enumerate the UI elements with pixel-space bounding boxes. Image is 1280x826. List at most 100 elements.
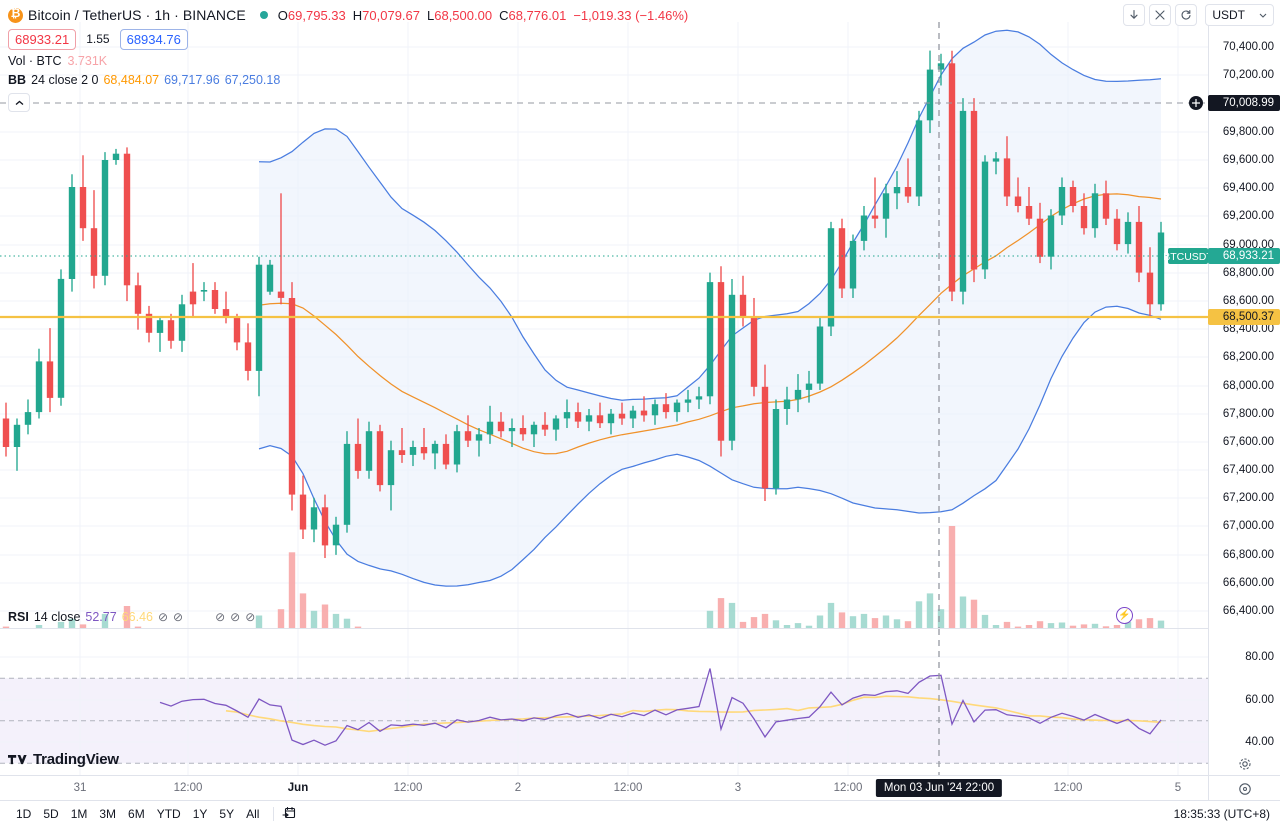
order-price-badge[interactable]: 68,500.37: [1208, 309, 1280, 325]
range-button-1d[interactable]: 1D: [16, 806, 32, 821]
range-button-5y[interactable]: 5Y: [219, 806, 235, 821]
price-axis-tick: 67,600.00: [1222, 436, 1274, 448]
bb-lower-value: 67,250.18: [224, 72, 281, 87]
time-axis-tick: 12:00: [833, 782, 863, 794]
volume-title: Vol · BTC: [8, 53, 62, 68]
time-axis-tick: Jun: [287, 782, 309, 794]
high-value: 70,079.67: [362, 7, 420, 23]
price-axis-tick: 67,800.00: [1222, 408, 1274, 420]
spread-value: 1.55: [86, 32, 110, 46]
range-button-6m[interactable]: 6M: [128, 806, 145, 821]
price-axis-settings[interactable]: [1209, 757, 1280, 771]
compress-icon[interactable]: [1149, 4, 1172, 26]
price-axis-tick: 66,400.00: [1222, 605, 1274, 617]
rsi-pane[interactable]: [0, 629, 1208, 775]
price-axis-tick: 69,200.00: [1222, 210, 1274, 222]
last-price-badge[interactable]: 68,933.21: [1208, 248, 1280, 264]
time-axis-tick: 31: [73, 782, 87, 794]
time-axis-tick: 12:00: [613, 782, 643, 794]
eye-off-icon[interactable]: ⊘: [230, 610, 241, 624]
lightning-icon[interactable]: ⚡: [1116, 607, 1133, 624]
legend-volume-row[interactable]: Vol · BTC 3.731K: [8, 51, 1152, 70]
symbol-title[interactable]: Bitcoin / TetherUS · 1h · BINANCE: [28, 7, 246, 23]
rsi-chart-svg[interactable]: [0, 629, 1208, 775]
bb-params: 24 close 2 0: [31, 72, 99, 87]
rsi-title: RSI: [8, 610, 29, 624]
range-button-1y[interactable]: 1Y: [192, 806, 208, 821]
time-axis-settings[interactable]: [1208, 776, 1280, 801]
rsi-axis-tick: 60.00: [1245, 694, 1274, 706]
price-axis-tick: 68,000.00: [1222, 380, 1274, 392]
price-axis-tick: 68,600.00: [1222, 295, 1274, 307]
price-axis-tick: 69,600.00: [1222, 154, 1274, 166]
price-chart-svg[interactable]: BTCUSDT: [0, 22, 1208, 628]
eye-off-icon[interactable]: ⊘: [157, 610, 169, 624]
low-label: L: [427, 7, 435, 23]
eye-off-icon[interactable]: ⊘: [245, 610, 256, 624]
time-axis[interactable]: 31 12:00 Jun 12:00 2 12:00 3 12:00 12:00 5 Mon 03…: [0, 775, 1280, 801]
chart-panes[interactable]: BTCUSDT: [0, 22, 1280, 775]
price-axis-tick: 69,800.00: [1222, 126, 1274, 138]
crosshair-price-badge: 70,008.99: [1208, 95, 1280, 111]
price-axis-tick: 66,600.00: [1222, 577, 1274, 589]
rsi-axis-tick: 80.00: [1245, 651, 1274, 663]
ask-price-badge[interactable]: 68934.76: [119, 28, 188, 50]
calendar-range-icon[interactable]: [282, 806, 297, 821]
range-button-5d[interactable]: 5D: [43, 806, 59, 821]
bb-title: BB: [8, 72, 27, 87]
legend-bb-row[interactable]: BB 24 close 2 0 68,484.07 69,717.96 67,2…: [8, 70, 1152, 89]
bb-upper-value: 69,717.96: [164, 72, 220, 87]
bid-price-badge[interactable]: 68933.21: [8, 28, 77, 50]
range-button-all[interactable]: All: [246, 806, 260, 821]
high-label: H: [352, 7, 363, 23]
rsi-legend[interactable]: RSI 14 close 52.77 66.46 ⊘ ⊘ ⊘ ⊘ ⊘: [8, 608, 255, 626]
price-axis-tick: 67,000.00: [1222, 520, 1274, 532]
market-open-dot-icon: [259, 11, 268, 19]
bottom-toolbar: 1D 5D 1M 3M 6M YTD 1Y 5Y All 18:35:33 (UTC+8): [0, 800, 1280, 826]
legend-collapse-button[interactable]: [8, 93, 30, 112]
close-value: 68,776.01: [508, 7, 567, 23]
legend-bid-ask-row: 68933.21 1.55 68934.76: [8, 27, 1152, 51]
open-value: 69,795.33: [287, 7, 346, 23]
ohlc-values: O69,795.33 H70,079.67 L68,500.00 C68,776.01…: [278, 8, 688, 23]
price-axis-tick: 68,400.00: [1222, 323, 1274, 335]
price-axis[interactable]: 70,400.00 70,200.00 69,800.00 69,600.00 69,4…: [1208, 22, 1280, 775]
svg-text:BTCUSDT: BTCUSDT: [1163, 251, 1208, 263]
price-pane[interactable]: BTCUSDT: [0, 22, 1208, 628]
price-axis-tick: 70,400.00: [1222, 41, 1274, 53]
currency-select[interactable]: USDT: [1205, 4, 1274, 26]
range-button-3m[interactable]: 3M: [99, 806, 117, 821]
currency-label: USDT: [1212, 8, 1245, 22]
gear-icon: [1239, 758, 1251, 770]
low-value: 68,500.00: [434, 7, 493, 23]
time-axis-tick: 3: [734, 782, 742, 794]
price-axis-tick: 68,200.00: [1222, 351, 1274, 363]
bitcoin-icon: [8, 6, 23, 23]
close-label: C: [499, 7, 509, 23]
time-axis-tick: 12:00: [173, 782, 203, 794]
price-axis-tick: 66,800.00: [1222, 549, 1274, 561]
tradingview-logo-icon: [8, 754, 27, 764]
price-axis-tick: 68,800.00: [1222, 267, 1274, 279]
time-axis-tick: 2: [514, 782, 522, 794]
session-clock: 18:35:33 (UTC+8): [1173, 806, 1270, 821]
toolbar-divider: [273, 806, 275, 821]
chart-toolbar-right: USDT: [1123, 4, 1274, 26]
volume-value: 3.731K: [67, 53, 108, 68]
bb-basis-value: 68,484.07: [103, 72, 160, 87]
refresh-icon[interactable]: [1175, 4, 1198, 26]
eye-off-icon[interactable]: ⊘: [215, 610, 226, 624]
eye-off-icon[interactable]: ⊘: [173, 610, 184, 624]
price-change: −1,019.33 (−1.46%): [573, 7, 689, 23]
price-axis-tick: 67,200.00: [1222, 492, 1274, 504]
range-button-ytd[interactable]: YTD: [156, 806, 181, 821]
legend-symbol-row: Bitcoin / TetherUS · 1h · BINANCE O69,79…: [8, 4, 1152, 26]
pane-divider[interactable]: [0, 628, 1280, 629]
price-axis-tick: 70,200.00: [1222, 69, 1274, 81]
range-button-1m[interactable]: 1M: [70, 806, 88, 821]
rsi-axis-tick: 40.00: [1245, 736, 1274, 748]
time-axis-tick: 5: [1174, 782, 1182, 794]
tradingview-name: TradingView: [33, 751, 119, 768]
download-icon[interactable]: [1123, 4, 1146, 26]
